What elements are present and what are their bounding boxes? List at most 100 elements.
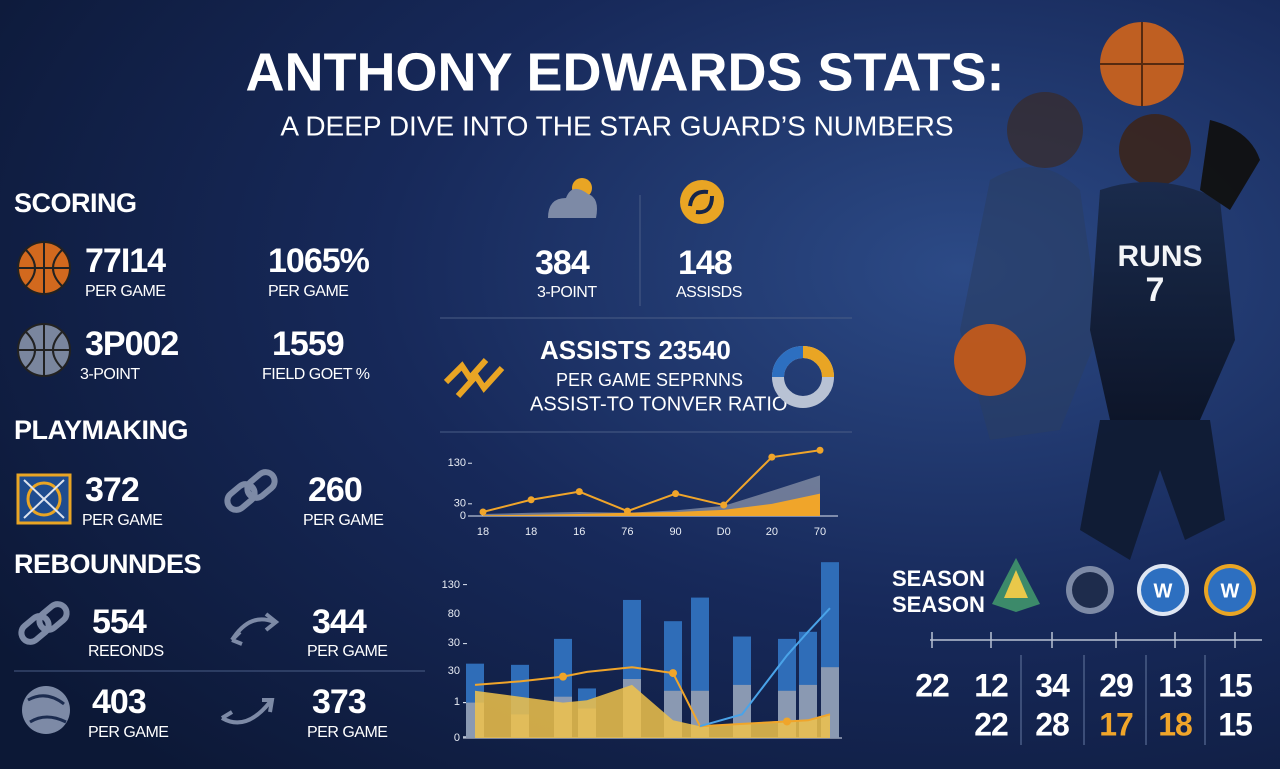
timeline	[930, 632, 1262, 745]
season-number: 28	[1035, 706, 1069, 742]
line	[482, 449, 821, 513]
x-tick-label: 90	[669, 526, 681, 538]
point	[559, 672, 567, 681]
season-number: 15	[1218, 667, 1252, 703]
x-tick-label: 18	[477, 526, 489, 538]
season-number: 18	[1158, 706, 1192, 742]
section-title: REBOUNNDES	[14, 549, 201, 579]
stat-value: 373	[312, 683, 366, 721]
section-title: PLAYMAKING	[14, 415, 188, 445]
stat-label: PER GAME	[307, 643, 387, 660]
weather-icon	[548, 178, 597, 218]
player-image: RUNS 7	[954, 22, 1260, 560]
jersey-text: RUNS	[1117, 240, 1202, 273]
stat-value: 372	[85, 471, 139, 509]
point	[479, 508, 487, 516]
donut-icon	[772, 346, 834, 408]
stat-value: 260	[308, 471, 362, 509]
stat-label: PER GAME	[307, 724, 387, 741]
stat-label: REEONDS	[88, 643, 164, 660]
link-icon	[224, 469, 278, 513]
stat-label: PER GAME	[268, 283, 348, 300]
point	[720, 501, 728, 509]
area	[483, 493, 820, 516]
refresh-icon	[680, 180, 724, 224]
y-tick-label: 80	[448, 608, 460, 620]
basketball-icon	[17, 241, 71, 295]
point	[768, 453, 776, 461]
y-tick-label: 30	[448, 665, 460, 677]
arrows-icon	[230, 612, 280, 646]
stat-value: 403	[92, 683, 146, 721]
stat-value: 1065%	[268, 242, 370, 280]
stat-value: 148	[678, 244, 732, 282]
season-number: 22	[974, 706, 1008, 742]
point	[527, 496, 535, 504]
x-tick-label: D0	[717, 526, 731, 538]
player-icon	[22, 686, 70, 734]
section-title: SCORING	[14, 188, 137, 218]
stat-label: ASSISDS	[676, 284, 742, 301]
x-tick-label: 16	[573, 526, 585, 538]
point	[816, 446, 824, 454]
y-tick-label: 1	[454, 696, 460, 708]
stat-value: 554	[92, 603, 147, 641]
point	[783, 717, 791, 726]
y-tick-label: 130	[448, 457, 466, 469]
title: ANTHONY EDWARDS STATS:	[245, 42, 1004, 102]
season-label: SEASON	[892, 566, 985, 591]
stat-label: PER GAME	[82, 512, 162, 529]
season-number: 34	[1035, 667, 1070, 703]
basketball-icon	[17, 323, 71, 377]
svg-text:W: W	[1154, 580, 1173, 602]
point	[672, 490, 680, 498]
stat-label: 3-POINT	[537, 284, 597, 301]
x-tick-label: 18	[525, 526, 537, 538]
y-tick-label: 30	[448, 637, 460, 649]
point	[669, 669, 677, 678]
season-number: 17	[1099, 706, 1133, 742]
line	[699, 607, 831, 728]
stat-value: 3P002	[85, 325, 178, 363]
court-icon	[16, 473, 72, 525]
season-number: 22	[915, 667, 949, 703]
season-number: 13	[1158, 667, 1192, 703]
svg-text:W: W	[1221, 580, 1240, 602]
jersey-number: 7	[1146, 271, 1165, 309]
y-tick-label: 0	[460, 510, 466, 522]
subtitle: A DEEP DIVE INTO THE STAR GUARD’S NUMBER…	[280, 110, 953, 141]
season-number: 12	[974, 667, 1008, 703]
point	[623, 507, 631, 515]
stat-label: PER GAME	[303, 512, 383, 529]
y-tick-label: 0	[454, 732, 460, 744]
assists-line: PER GAME SEPRNNS	[556, 370, 743, 390]
y-tick-label: 30	[454, 498, 466, 510]
link-icon	[18, 601, 70, 645]
season-label: SEASON	[892, 592, 985, 617]
arrows-icon	[220, 698, 275, 725]
stat-label: 3-POINT	[80, 366, 140, 383]
stat-value: 384	[535, 244, 590, 282]
stat-label: PER GAME	[88, 724, 168, 741]
season-number: 29	[1099, 667, 1133, 703]
area	[483, 475, 820, 516]
point	[575, 488, 583, 496]
stat-value: 344	[312, 603, 367, 641]
arrows-icon	[443, 358, 505, 399]
stat-label: PER GAME	[85, 283, 165, 300]
season-number: 15	[1218, 706, 1252, 742]
x-tick-label: 20	[766, 526, 778, 538]
x-tick-label: 70	[814, 526, 826, 538]
stat-value: 1559	[272, 325, 344, 363]
team-logos: W W	[992, 558, 1256, 616]
x-tick-label: 76	[621, 526, 633, 538]
stat-value: 77I14	[85, 242, 166, 280]
assists-line: ASSIST-TO TONVER RATIO	[530, 393, 787, 415]
stat-label: FIELD GOET %	[262, 366, 370, 383]
assists-line: ASSISTS 23540	[540, 335, 731, 365]
y-tick-label: 130	[442, 579, 460, 591]
